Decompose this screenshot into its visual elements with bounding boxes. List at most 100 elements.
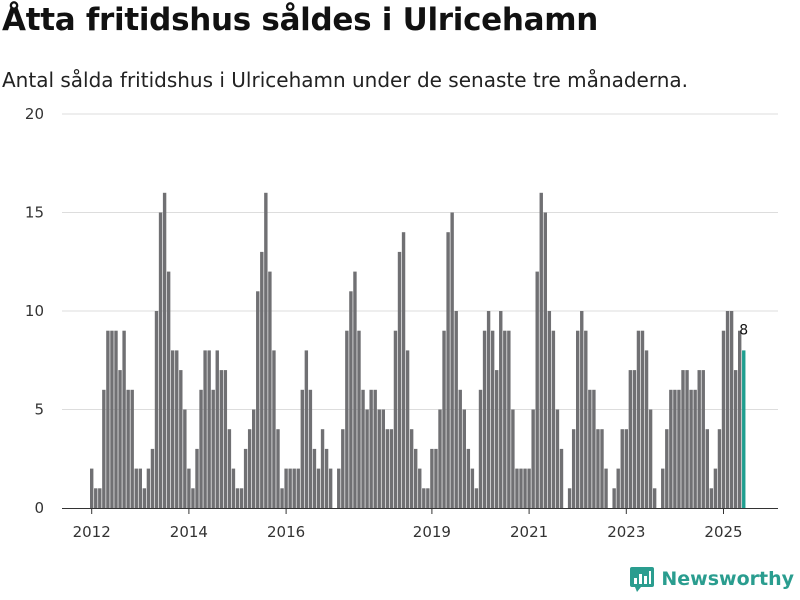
bar (243, 448, 248, 508)
bar (580, 311, 584, 508)
bar (223, 370, 228, 508)
bar (373, 389, 377, 508)
bar (559, 448, 564, 508)
bar (377, 409, 381, 508)
bar (126, 389, 130, 508)
bar (393, 330, 398, 508)
bar (365, 409, 369, 508)
bar (320, 429, 325, 508)
bar (316, 468, 321, 508)
bar (729, 311, 734, 508)
bar (90, 468, 94, 508)
bar (256, 291, 260, 508)
bar (328, 468, 333, 508)
bar (191, 488, 195, 508)
bar (292, 468, 296, 508)
bar (215, 350, 219, 508)
bar (308, 389, 313, 508)
bar (486, 311, 491, 508)
bar (454, 311, 458, 508)
bar (442, 330, 446, 508)
bar (203, 350, 207, 508)
bar (414, 448, 418, 508)
bar (418, 468, 422, 508)
bar (511, 409, 515, 508)
bar (636, 330, 641, 508)
bar (422, 488, 426, 508)
y-tick-label: 5 (34, 401, 44, 419)
bar (361, 389, 365, 508)
bar (677, 389, 681, 508)
bar (430, 448, 434, 508)
bar (211, 389, 215, 508)
x-tick-label: 2016 (267, 523, 305, 541)
bar (357, 330, 361, 508)
bar (227, 429, 232, 508)
bar (644, 350, 649, 508)
bar (409, 429, 414, 508)
bar (478, 389, 483, 508)
bar (567, 488, 572, 508)
bar (446, 232, 450, 508)
chart-subtitle: Antal sålda fritidshus i Ulricehamn unde… (2, 68, 688, 92)
bar (600, 429, 604, 508)
bar (665, 429, 669, 508)
bar (324, 448, 329, 508)
bar (150, 448, 155, 508)
data-label-latest: 8 (739, 322, 748, 338)
bar (110, 330, 114, 508)
bar (466, 448, 471, 508)
bar (523, 468, 527, 508)
bar (628, 370, 633, 508)
bar (519, 468, 523, 508)
bar (130, 389, 134, 508)
bar (284, 468, 288, 508)
x-tick-label: 2012 (73, 523, 111, 541)
bar (648, 409, 653, 508)
bar (122, 330, 126, 508)
bar (272, 350, 276, 508)
bar (571, 429, 576, 508)
bar (620, 429, 624, 508)
bar (499, 311, 503, 508)
bar (385, 429, 390, 508)
bar (507, 330, 511, 508)
bar (584, 330, 588, 508)
bar (138, 468, 142, 508)
bar (134, 468, 138, 508)
bar (733, 370, 738, 508)
bar (709, 488, 714, 508)
bar (401, 232, 406, 508)
bar (349, 291, 353, 508)
axes: 2012 2014 2016 2019 2021 2023 2025 (62, 508, 778, 541)
bar (450, 212, 454, 508)
brand-name: Newsworthy (661, 568, 794, 590)
bar (470, 468, 475, 508)
bar (539, 192, 543, 509)
bar (604, 468, 608, 508)
data-labels: 8 (739, 322, 748, 338)
bar (166, 271, 171, 508)
bar (247, 429, 252, 508)
bar (397, 251, 402, 508)
bar (405, 350, 410, 508)
bar (114, 330, 118, 508)
bar (312, 448, 317, 508)
bar (474, 488, 479, 508)
bar (616, 468, 620, 508)
x-tick-label: 2025 (704, 523, 742, 541)
bar (701, 370, 705, 508)
bar (661, 468, 665, 508)
bar (389, 429, 394, 508)
bar (632, 370, 637, 508)
bar (551, 330, 556, 508)
bar (276, 429, 280, 508)
bar (725, 311, 730, 508)
bar (535, 271, 539, 508)
bar (717, 429, 722, 508)
bar (179, 370, 183, 508)
bar (252, 409, 256, 508)
bar (268, 271, 272, 508)
bar (235, 488, 240, 508)
